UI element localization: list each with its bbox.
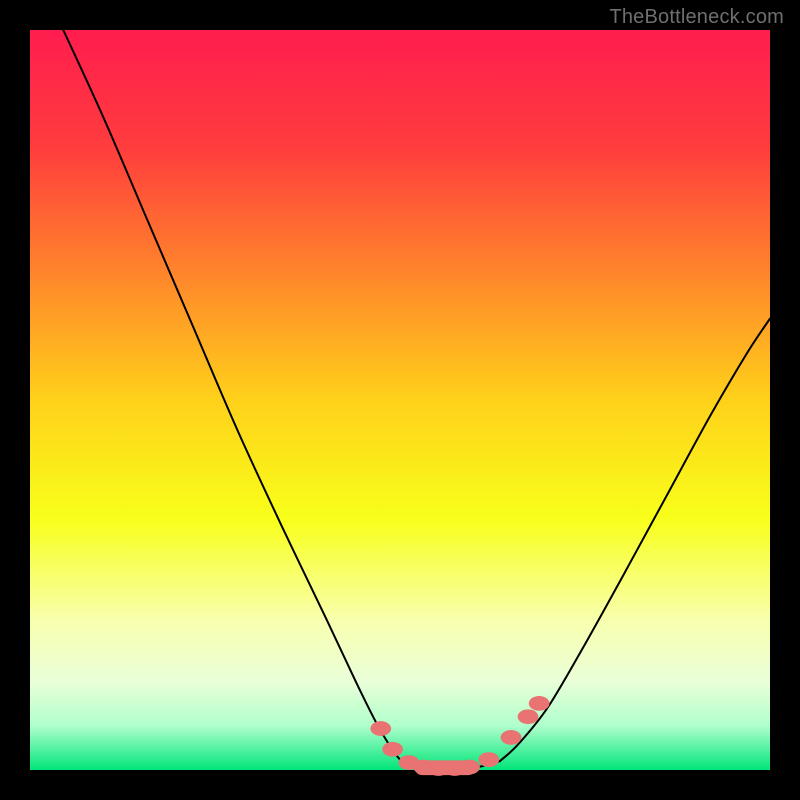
marker-dot xyxy=(382,742,403,757)
marker-dot xyxy=(370,721,391,736)
bottleneck-curve-plot xyxy=(0,0,800,800)
chart-canvas: TheBottleneck.com xyxy=(0,0,800,800)
marker-dot xyxy=(529,696,550,711)
marker-dot xyxy=(518,709,539,724)
marker-dot xyxy=(478,752,499,767)
marker-dot xyxy=(501,730,522,745)
gradient-background xyxy=(30,30,770,770)
marker-dot xyxy=(459,760,480,775)
watermark-text: TheBottleneck.com xyxy=(609,6,784,29)
